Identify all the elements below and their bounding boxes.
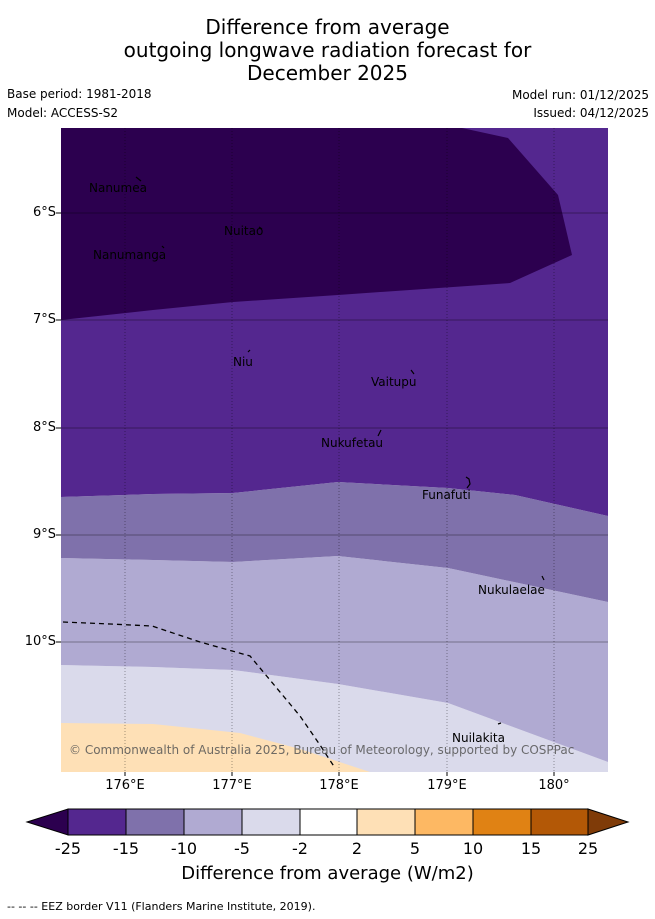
colorbar-title: Difference from average (W/m2) (181, 863, 474, 884)
anomaly-field (61, 128, 608, 772)
band-minus-10-to-minus-15 (61, 482, 608, 602)
island-nukufetau-outline (377, 429, 382, 437)
colorbar-tick-label: -25 (54, 839, 82, 858)
place-label-niu: Niu (233, 355, 253, 369)
island-vaitupu-outline (410, 369, 415, 375)
place-label-nanumanga: Nanumanga (93, 248, 166, 262)
island-nanumea-outline (135, 176, 142, 182)
model-label: Model: ACCESS-S2 (7, 106, 119, 120)
colorbar-extend-low (25, 808, 69, 836)
title-line-2: outgoing longwave radiation forecast for (123, 38, 532, 62)
eez-border-line (62, 621, 336, 769)
colorbar-swatch-7 (415, 809, 473, 835)
colorbar-tick-label: -15 (112, 839, 140, 858)
place-labels: Nanumea Nuitao Nanumanga Niu Vaitupu Nuk… (89, 181, 545, 745)
axis-ticks (56, 212, 555, 776)
colorbar-tick-label: 25 (577, 839, 599, 858)
title-line-3: December 2025 (247, 61, 408, 85)
colorbar-tick-label: 2 (351, 839, 363, 858)
island-outlines (135, 176, 545, 725)
place-label-nukufetau: Nukufetau (321, 436, 383, 450)
colorbar-tick-label: -10 (170, 839, 198, 858)
title-line-1: Difference from average (205, 15, 450, 39)
place-label-funafuti: Funafuti (422, 488, 471, 502)
ytick-label-6s: 6°S (32, 205, 56, 220)
colorbar-tick-label: -5 (234, 839, 250, 858)
band-positive-2-to-5 (61, 723, 370, 772)
colorbar-tick-label: 5 (409, 839, 421, 858)
colorbar-dividers (125, 809, 532, 835)
colorbar-frame (67, 808, 589, 836)
ytick-label-7s: 7°S (32, 312, 56, 327)
band-below-minus-25 (61, 128, 572, 320)
colorbar-tick-label: 15 (520, 839, 542, 858)
colorbar-tick-label: -2 (292, 839, 308, 858)
colorbar-swatch-8 (473, 809, 531, 835)
colorbar-swatch-5 (300, 809, 357, 835)
eez-legend-note: -- -- -- EEZ border V11 (Flanders Marine… (7, 900, 316, 913)
colorbar-swatch-6 (357, 809, 415, 835)
xtick-label-179e: 179°E (427, 778, 467, 793)
xtick-label-180: 180° (538, 778, 570, 793)
colorbar-swatch-9 (531, 809, 588, 835)
colorbar-swatch-3 (184, 809, 242, 835)
place-label-nanumea: Nanumea (89, 181, 147, 195)
copyright-notice: © Commonwealth of Australia 2025, Bureau… (69, 743, 574, 757)
ytick-label-10s: 10°S (24, 634, 56, 649)
xtick-label-177e: 177°E (212, 778, 252, 793)
island-niu-outline (247, 349, 251, 353)
island-nuilakita-outline (497, 722, 502, 725)
issued-label: Issued: 04/12/2025 (533, 106, 649, 120)
island-nukulaelae-outline (541, 575, 545, 581)
xtick-label-176e: 176°E (105, 778, 145, 793)
place-label-nuitao: Nuitao (224, 224, 263, 238)
ytick-label-8s: 8°S (32, 420, 56, 435)
colorbar-extend-high (587, 808, 630, 836)
colorbar-swatch-1 (68, 809, 126, 835)
island-nanumanga-outline (161, 245, 165, 249)
chart-title: Difference from average outgoing longwav… (0, 16, 655, 85)
colorbar-swatch-4 (242, 809, 300, 835)
place-label-vaitupu: Vaitupu (371, 375, 417, 389)
place-label-nukulaelae: Nukulaelae (478, 583, 545, 597)
ytick-label-9s: 9°S (32, 527, 56, 542)
lat-gridlines (61, 212, 608, 643)
colorbar-tick-label: 10 (462, 839, 484, 858)
island-nuitao-outline (258, 226, 263, 230)
model-run-label: Model run: 01/12/2025 (511, 88, 649, 102)
island-funafuti-outline (465, 476, 471, 489)
band-minus-5-to-minus-10 (61, 556, 608, 762)
xtick-label-178e: 178°E (319, 778, 359, 793)
base-period-label: Base period: 1981-2018 (7, 87, 152, 101)
lon-gridlines (124, 128, 555, 772)
place-label-nuilakita: Nuilakita (452, 731, 505, 745)
colorbar (25, 808, 630, 836)
colorbar-swatch-2 (126, 809, 184, 835)
